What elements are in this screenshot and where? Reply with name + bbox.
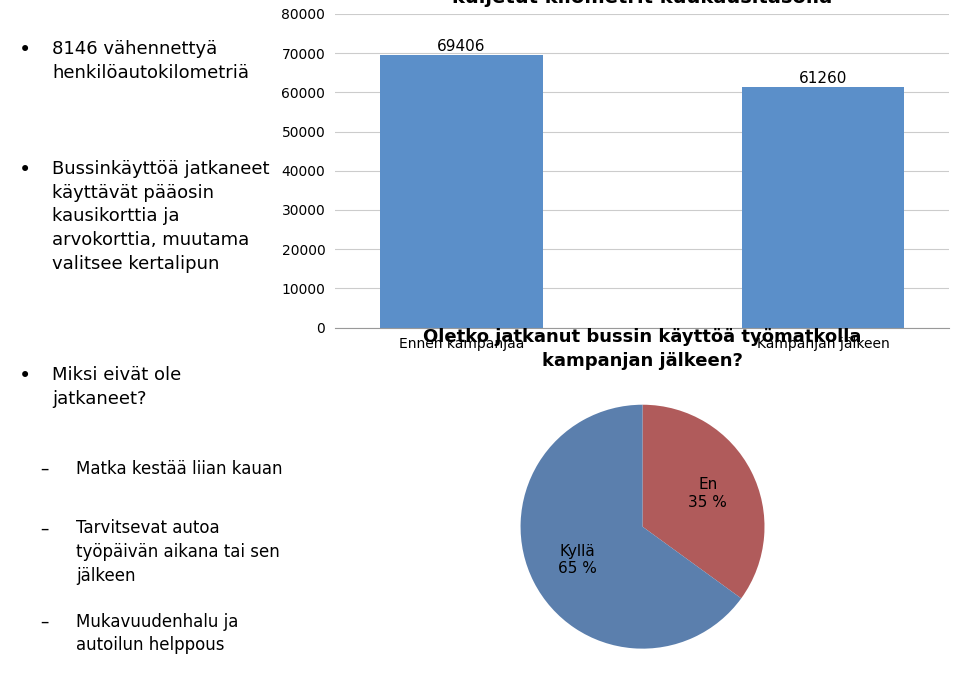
Bar xyxy=(741,87,904,328)
Title: Oletko jatkanut bussin käyttöä työmatkolla
kampanjan jälkeen?: Oletko jatkanut bussin käyttöä työmatkol… xyxy=(423,328,862,370)
Wedge shape xyxy=(521,405,741,649)
Text: –: – xyxy=(40,613,48,631)
Text: Kyllä
65 %: Kyllä 65 % xyxy=(558,544,596,576)
Text: –: – xyxy=(40,520,48,538)
Text: En
35 %: En 35 % xyxy=(689,477,727,509)
Text: 61260: 61260 xyxy=(799,71,847,86)
Text: Matka kestää liian kauan: Matka kestää liian kauan xyxy=(76,459,283,477)
Wedge shape xyxy=(643,405,764,598)
Text: Mukavuudenhalu ja
autoilun helppous: Mukavuudenhalu ja autoilun helppous xyxy=(76,613,239,654)
Title: Kampanjaan osallistuneiden henkilöautolla
kuljetut kilometrit kuukausitasolla: Kampanjaan osallistuneiden henkilöautoll… xyxy=(405,0,879,7)
Text: Tarvitsevat autoa
työpäivän aikana tai sen
jälkeen: Tarvitsevat autoa työpäivän aikana tai s… xyxy=(76,520,280,585)
Text: 8146 vähennettyä
henkilöautokilometriä: 8146 vähennettyä henkilöautokilometriä xyxy=(52,40,249,82)
Text: 69406: 69406 xyxy=(437,39,486,54)
Text: •: • xyxy=(18,367,31,387)
Text: Bussinkäyttöä jatkaneet
käyttävät pääosin
kausikorttia ja
arvokorttia, muutama
v: Bussinkäyttöä jatkaneet käyttävät pääosi… xyxy=(52,160,269,272)
Text: Miksi eivät ole
jatkaneet?: Miksi eivät ole jatkaneet? xyxy=(52,367,181,408)
Bar xyxy=(381,55,543,328)
Text: •: • xyxy=(18,40,31,60)
Text: –: – xyxy=(40,459,48,477)
Text: •: • xyxy=(18,160,31,180)
